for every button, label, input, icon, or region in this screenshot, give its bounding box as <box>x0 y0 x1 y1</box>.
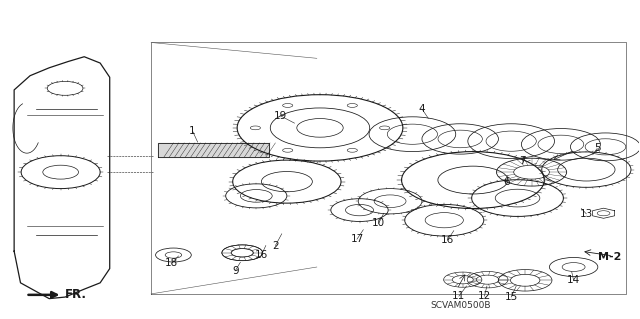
Text: 16: 16 <box>255 250 268 260</box>
Text: 4: 4 <box>419 104 425 114</box>
Text: 19: 19 <box>274 111 287 121</box>
Text: 11: 11 <box>452 291 465 301</box>
Polygon shape <box>157 143 269 157</box>
Text: 1: 1 <box>189 126 196 136</box>
Text: 16: 16 <box>441 235 454 245</box>
Text: SCVAM0500B: SCVAM0500B <box>430 301 490 310</box>
Text: 9: 9 <box>232 266 239 276</box>
Text: 5: 5 <box>594 144 600 153</box>
Text: 6: 6 <box>504 177 510 187</box>
Text: 2: 2 <box>272 241 278 250</box>
Text: 17: 17 <box>350 234 364 244</box>
Text: 18: 18 <box>165 258 178 268</box>
Text: FR.: FR. <box>28 288 87 301</box>
Text: 15: 15 <box>504 292 518 302</box>
Text: 14: 14 <box>567 275 580 285</box>
Text: 10: 10 <box>372 219 385 228</box>
Text: 13: 13 <box>580 209 593 219</box>
Text: 12: 12 <box>478 291 491 301</box>
Text: M-2: M-2 <box>598 252 621 262</box>
Text: 7: 7 <box>519 156 526 166</box>
